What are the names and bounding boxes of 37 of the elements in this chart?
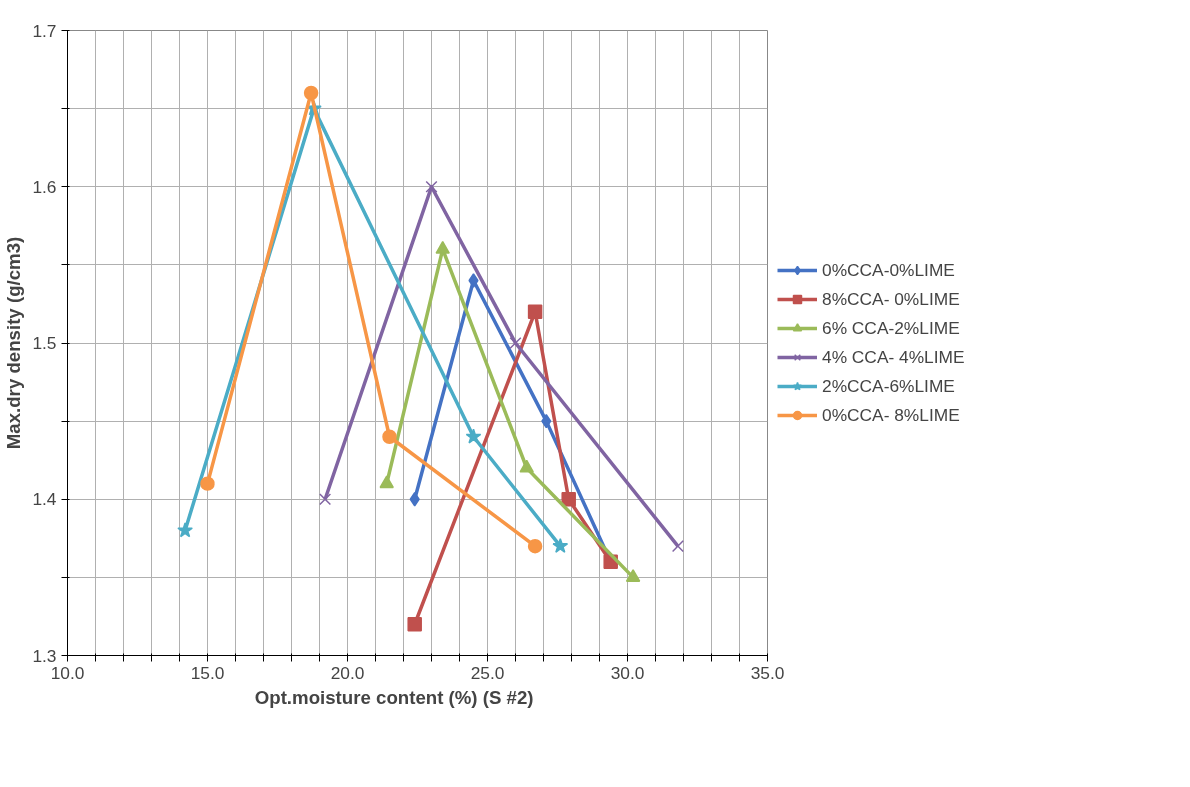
point bbox=[409, 492, 420, 507]
legend-label: 8%CCA- 0%LIME bbox=[822, 288, 960, 310]
x-axis-title: Opt.moisture content (%) (S #2) bbox=[254, 686, 534, 708]
point bbox=[509, 336, 522, 350]
x-tick-label: 25.0 bbox=[470, 662, 505, 683]
point bbox=[319, 493, 332, 506]
point bbox=[435, 240, 450, 254]
y-axis-title: Max.dry density (g/cm3) bbox=[3, 236, 25, 450]
point bbox=[552, 537, 569, 553]
point bbox=[303, 85, 319, 101]
point bbox=[625, 569, 641, 582]
point bbox=[382, 429, 397, 444]
point bbox=[465, 428, 482, 444]
point bbox=[527, 304, 543, 319]
point bbox=[177, 522, 193, 538]
x-tick-label: 35.0 bbox=[750, 662, 785, 683]
y-tick-label: 1.5 bbox=[32, 333, 57, 353]
point bbox=[519, 459, 534, 473]
y-tick-label: 1.4 bbox=[32, 489, 57, 510]
point bbox=[425, 180, 438, 193]
y-tick-label: 1.7 bbox=[32, 20, 57, 41]
point bbox=[468, 273, 479, 288]
legend-label: 0%CCA- 8%LIME bbox=[822, 404, 960, 426]
legend-label: 2%CCA-6%LIME bbox=[822, 375, 955, 397]
legend-label: 6% CCA-2%LIME bbox=[822, 317, 960, 339]
point bbox=[671, 540, 684, 553]
point bbox=[200, 476, 215, 491]
x-tick-label: 15.0 bbox=[190, 662, 225, 683]
x-tick-label: 30.0 bbox=[610, 662, 645, 683]
legend-label: 0%CCA-0%LIME bbox=[822, 259, 955, 281]
legend-label: 4% CCA- 4%LIME bbox=[822, 346, 965, 368]
y-tick-label: 1.6 bbox=[32, 176, 57, 197]
point bbox=[407, 617, 422, 632]
point bbox=[561, 492, 576, 507]
point bbox=[379, 475, 394, 489]
point bbox=[527, 538, 543, 554]
x-tick-label: 20.0 bbox=[330, 662, 365, 683]
